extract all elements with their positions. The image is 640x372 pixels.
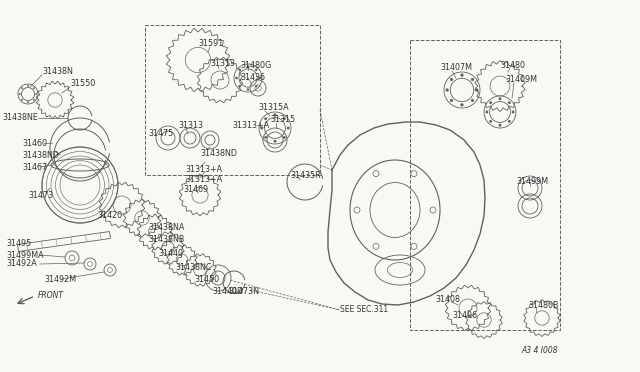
Circle shape [19, 93, 20, 95]
Text: 31469: 31469 [183, 186, 208, 195]
Text: 31436: 31436 [240, 74, 265, 83]
Circle shape [239, 69, 241, 71]
Text: 31440: 31440 [158, 248, 183, 257]
Text: 31313: 31313 [178, 121, 203, 129]
Text: 31480: 31480 [500, 61, 525, 70]
Circle shape [27, 85, 29, 87]
Text: 31492A: 31492A [6, 260, 36, 269]
Text: FRONT: FRONT [38, 292, 64, 301]
Text: 31480G: 31480G [240, 61, 271, 70]
Circle shape [264, 136, 267, 139]
Text: 31313: 31313 [210, 58, 235, 67]
Circle shape [471, 78, 474, 81]
Circle shape [21, 99, 23, 101]
Circle shape [236, 77, 237, 79]
Text: 31550: 31550 [70, 80, 95, 89]
Circle shape [450, 78, 453, 81]
Text: 31475: 31475 [148, 128, 173, 138]
Text: 31409M: 31409M [505, 76, 537, 84]
Text: 31467: 31467 [22, 163, 47, 171]
Text: 31480B: 31480B [528, 301, 559, 310]
Text: 31496: 31496 [452, 311, 477, 321]
Text: SEE SEC.311: SEE SEC.311 [340, 305, 388, 314]
Circle shape [445, 89, 449, 92]
Circle shape [274, 113, 276, 116]
Circle shape [461, 74, 463, 77]
Circle shape [33, 87, 35, 89]
Circle shape [287, 127, 289, 129]
Text: 31438ND: 31438ND [200, 148, 237, 157]
Text: 31473: 31473 [28, 190, 53, 199]
Text: 31313+A: 31313+A [185, 166, 222, 174]
Circle shape [499, 97, 501, 100]
Text: 31438NB: 31438NB [148, 235, 184, 244]
Circle shape [283, 136, 285, 139]
Circle shape [490, 102, 492, 104]
Text: 31420: 31420 [97, 211, 122, 219]
Text: 31313+A: 31313+A [185, 176, 222, 185]
Text: 31440D: 31440D [212, 286, 243, 295]
Circle shape [264, 118, 267, 120]
Text: 31438NA: 31438NA [148, 224, 184, 232]
Text: A3 4 I008: A3 4 I008 [522, 346, 558, 355]
Text: 31591: 31591 [198, 39, 223, 48]
Text: 31438NC: 31438NC [175, 263, 211, 273]
Text: 31438NE: 31438NE [2, 113, 38, 122]
Text: 31313+A: 31313+A [232, 121, 269, 129]
Text: 31315A: 31315A [258, 103, 289, 112]
Circle shape [450, 99, 453, 102]
Text: 31407M: 31407M [440, 64, 472, 73]
Circle shape [490, 120, 492, 123]
Text: 31495: 31495 [6, 240, 31, 248]
Text: 31499M: 31499M [516, 177, 548, 186]
Circle shape [486, 111, 488, 113]
Circle shape [260, 127, 263, 129]
Text: 31438N: 31438N [42, 67, 73, 77]
Circle shape [476, 89, 478, 92]
Circle shape [247, 89, 249, 91]
Circle shape [274, 140, 276, 142]
Circle shape [247, 65, 249, 68]
Circle shape [33, 99, 35, 101]
Circle shape [499, 124, 501, 126]
Circle shape [508, 120, 511, 123]
Circle shape [35, 93, 37, 95]
Text: 31438ND: 31438ND [22, 151, 59, 160]
Circle shape [259, 77, 260, 79]
Text: 31450: 31450 [194, 275, 219, 283]
Text: 31315: 31315 [270, 115, 295, 125]
Circle shape [21, 87, 23, 89]
Circle shape [283, 118, 285, 120]
Circle shape [461, 103, 463, 106]
Circle shape [27, 102, 29, 103]
Text: 31408: 31408 [435, 295, 460, 305]
Circle shape [471, 99, 474, 102]
Circle shape [255, 85, 257, 87]
Circle shape [512, 111, 515, 113]
Text: 31473N: 31473N [228, 286, 259, 295]
Text: 31460: 31460 [22, 138, 47, 148]
Circle shape [239, 85, 241, 87]
Text: 31492M: 31492M [44, 275, 76, 283]
Circle shape [508, 102, 511, 104]
Circle shape [255, 69, 257, 71]
Text: 31435R: 31435R [290, 170, 321, 180]
Text: 31499MA: 31499MA [6, 250, 44, 260]
